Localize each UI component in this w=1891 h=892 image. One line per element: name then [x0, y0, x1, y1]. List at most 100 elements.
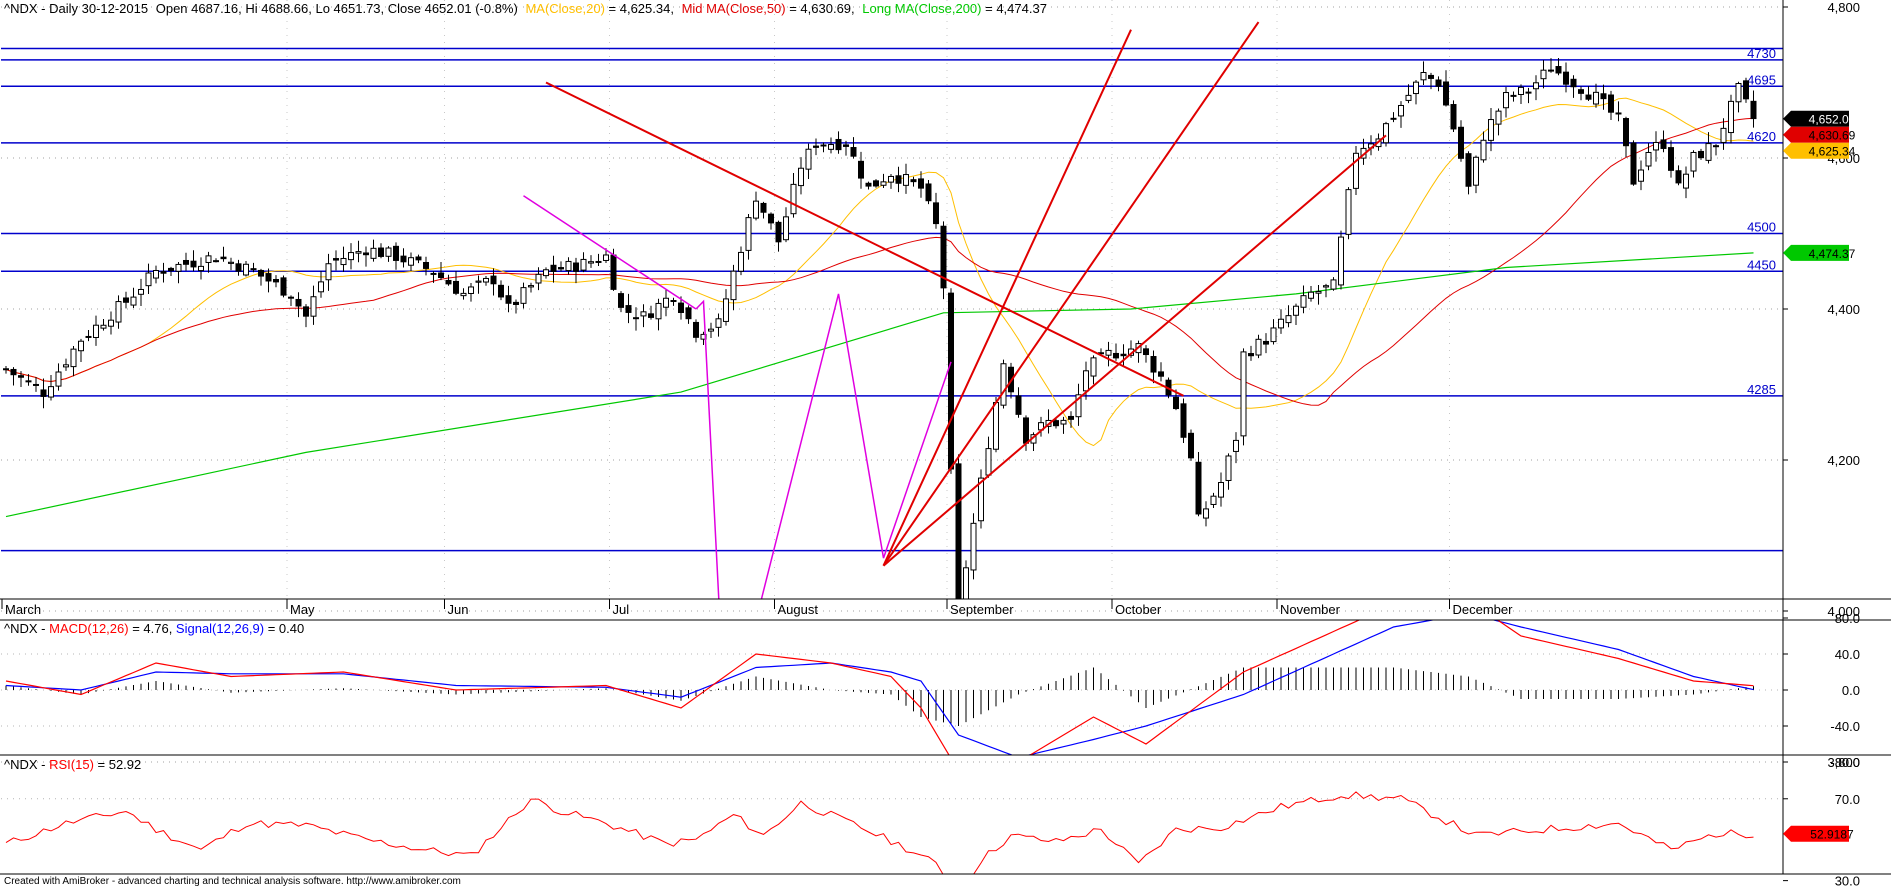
candle-up — [1233, 439, 1239, 452]
candle-up — [1353, 152, 1359, 189]
candle-down — [1465, 153, 1472, 187]
candle-down — [1615, 112, 1622, 115]
candle-up — [588, 261, 594, 264]
candle-up — [475, 280, 482, 283]
macd-tick-label: 40.0 — [1835, 647, 1860, 662]
close-badge-text: 4,652.01 — [1809, 113, 1856, 127]
candle-down — [1630, 142, 1637, 185]
candle-up — [228, 261, 234, 264]
ma20-badge — [1783, 142, 1849, 159]
macd-panel — [1, 620, 1783, 755]
candle-up — [880, 181, 887, 186]
header-ma20-value: = 4,625.34, — [605, 1, 674, 16]
candle-down — [1435, 79, 1442, 87]
candle-down — [768, 213, 774, 224]
candle-up — [1330, 279, 1337, 290]
candle-up — [175, 263, 182, 272]
candle-down — [955, 463, 962, 599]
red-trendline — [882, 21, 1260, 567]
candle-up — [1533, 82, 1539, 90]
candle-up — [243, 263, 249, 276]
candle-down — [10, 368, 17, 376]
header-ohlc: Open 4687.16, Hi 4688.66, Lo 4651.73, Cl… — [156, 1, 518, 16]
candle-down — [438, 272, 444, 279]
red-trendline — [545, 81, 1184, 397]
level-label: 4695 — [1747, 72, 1776, 87]
candle-up — [1645, 151, 1652, 167]
candle-down — [445, 279, 452, 285]
candle-down — [160, 271, 167, 274]
candle-up — [1480, 139, 1487, 161]
candle-down — [843, 144, 849, 147]
candle-up — [1293, 305, 1299, 316]
candle-down — [1143, 348, 1149, 356]
candle-down — [940, 225, 947, 289]
ma50-line — [5, 117, 1754, 406]
candle-down — [400, 255, 407, 263]
candle-up — [903, 174, 909, 186]
ma50-badge — [1783, 126, 1849, 143]
month-label: September — [950, 602, 1014, 617]
candle-up — [85, 335, 92, 338]
candle-up — [130, 296, 137, 306]
month-label: Jul — [613, 602, 630, 617]
candle-down — [933, 202, 939, 225]
macd-header-value: = 4.76, — [129, 621, 176, 636]
candle-up — [1713, 145, 1719, 148]
candle-down — [1248, 353, 1254, 357]
candle-up — [655, 302, 662, 320]
candle-up — [108, 319, 114, 327]
candle-down — [183, 259, 189, 265]
candle-down — [1450, 104, 1457, 130]
candle-up — [535, 273, 542, 284]
candle-down — [610, 254, 617, 290]
candle-up — [78, 340, 84, 352]
candle-down — [258, 269, 264, 277]
candle-down — [1660, 139, 1667, 149]
rsi-tick-label: 70.0 — [1835, 792, 1860, 807]
macd-header-symbol: ^NDX - — [4, 621, 49, 636]
candle-down — [1173, 396, 1179, 410]
candle-up — [1720, 127, 1727, 143]
candle-down — [835, 138, 842, 151]
candle-up — [1278, 318, 1284, 329]
candles — [3, 58, 1757, 599]
candle-up — [145, 272, 152, 287]
candle-down — [685, 307, 692, 320]
candle-down — [333, 258, 339, 261]
candle-down — [1600, 93, 1607, 100]
candle-up — [1218, 482, 1224, 498]
candle-down — [1570, 78, 1577, 88]
candle-up — [138, 288, 144, 295]
candle-down — [693, 321, 699, 338]
candle-down — [378, 247, 384, 257]
rsi-badge — [1783, 825, 1849, 842]
macd-line — [5, 620, 1754, 755]
candle-up — [348, 252, 354, 261]
candle-up — [745, 217, 752, 251]
ma20-badge-text: 4,625.34 — [1809, 145, 1856, 159]
candle-down — [295, 298, 302, 307]
candle-down — [498, 284, 504, 298]
candle-down — [288, 296, 294, 299]
candle-up — [888, 175, 894, 183]
rsi-badge-text: 52.9187 — [1810, 828, 1854, 842]
candle-down — [1743, 80, 1749, 100]
red-trendline — [882, 134, 1387, 567]
candle-down — [895, 175, 902, 184]
candle-up — [1083, 370, 1089, 392]
header-ma200-value: = 4,474.37 — [982, 1, 1047, 16]
candle-up — [1383, 123, 1389, 144]
candle-up — [1300, 295, 1307, 308]
candle-up — [1488, 119, 1494, 141]
header-ma50-label: Mid MA(Close,50) — [682, 1, 786, 16]
candle-down — [1555, 66, 1562, 74]
magenta-zigzag — [695, 293, 952, 599]
candle-up — [985, 448, 992, 476]
candle-down — [618, 293, 624, 308]
candle-up — [798, 167, 804, 187]
candle-up — [1270, 327, 1277, 343]
candle-up — [1495, 110, 1502, 125]
